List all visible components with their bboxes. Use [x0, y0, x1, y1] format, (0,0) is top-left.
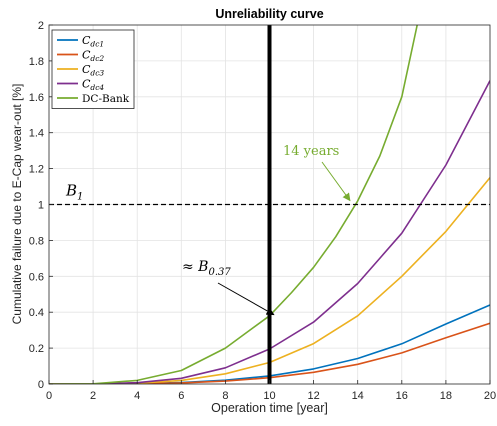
- x-tick-label: 8: [222, 390, 228, 402]
- legend-label-sub: dc3: [90, 69, 104, 78]
- series-line-dc-bank: [49, 25, 418, 384]
- chart-title: Unreliability curve: [215, 7, 323, 21]
- annotation-b037-main: ≈ B: [182, 259, 208, 275]
- legend-label: Cdc4: [82, 78, 104, 93]
- axis-ticks: 0 2 4 6 8 10 12 14 16 18 2000.20.40.60.811.21.41.6…: [29, 20, 496, 402]
- reference-line-label: B1: [65, 182, 83, 203]
- legend-label-sub: dc2: [90, 54, 104, 63]
- overlay-layer: B1 14 years ≈ B0.37: [49, 25, 490, 384]
- y-tick-label: 0.2: [29, 343, 44, 355]
- legend-label-main: C: [82, 34, 91, 47]
- reference-label-main: B: [65, 182, 77, 200]
- y-tick-label: 0: [38, 379, 44, 391]
- legend-label: Cdc2: [82, 49, 104, 64]
- x-tick-label: 6: [178, 390, 184, 402]
- legend-label: Cdc3: [82, 63, 104, 78]
- x-tick-label: 16: [396, 390, 408, 402]
- annotation-b037-sub: 0.37: [208, 267, 231, 278]
- y-tick-label: 1.4: [29, 128, 44, 140]
- legend-label: DC-Bank: [82, 93, 130, 105]
- x-tick-label: 4: [134, 390, 140, 402]
- y-tick-label: 1.8: [29, 56, 44, 68]
- y-tick-label: 1: [38, 200, 44, 212]
- x-tick-label: 0: [46, 390, 52, 402]
- legend-label: Cdc1: [82, 34, 104, 49]
- annotation-arrow-14-years: [321, 161, 351, 202]
- x-tick-label: 18: [440, 390, 452, 402]
- annotation-14-years: 14 years: [283, 144, 339, 159]
- x-tick-label: 10: [263, 390, 275, 402]
- y-tick-label: 2: [38, 20, 44, 32]
- annotation-arrow-b037: [217, 282, 275, 316]
- legend-label-sub: dc1: [90, 40, 104, 49]
- x-tick-label: 12: [307, 390, 319, 402]
- x-tick-label: 20: [484, 390, 496, 402]
- y-tick-label: 0.6: [29, 271, 44, 283]
- reference-label-sub: 1: [77, 192, 83, 203]
- y-tick-label: 1.6: [29, 92, 44, 104]
- y-tick-label: 1.2: [29, 164, 44, 176]
- legend-label-sub: dc4: [90, 83, 104, 92]
- annotation-b037: ≈ B0.37: [182, 259, 231, 278]
- legend-label-main: C: [82, 49, 91, 62]
- y-tick-label: 0.8: [29, 235, 44, 247]
- x-axis-label: Operation time [year]: [211, 401, 328, 415]
- legend-label-main: C: [82, 78, 91, 91]
- legend-label-main: C: [82, 63, 91, 76]
- x-tick-label: 14: [352, 390, 364, 402]
- x-tick-label: 2: [90, 390, 96, 402]
- y-tick-label: 0.4: [29, 307, 44, 319]
- y-axis-label: Cumulative failure due to E-Cap wear-out…: [10, 84, 24, 325]
